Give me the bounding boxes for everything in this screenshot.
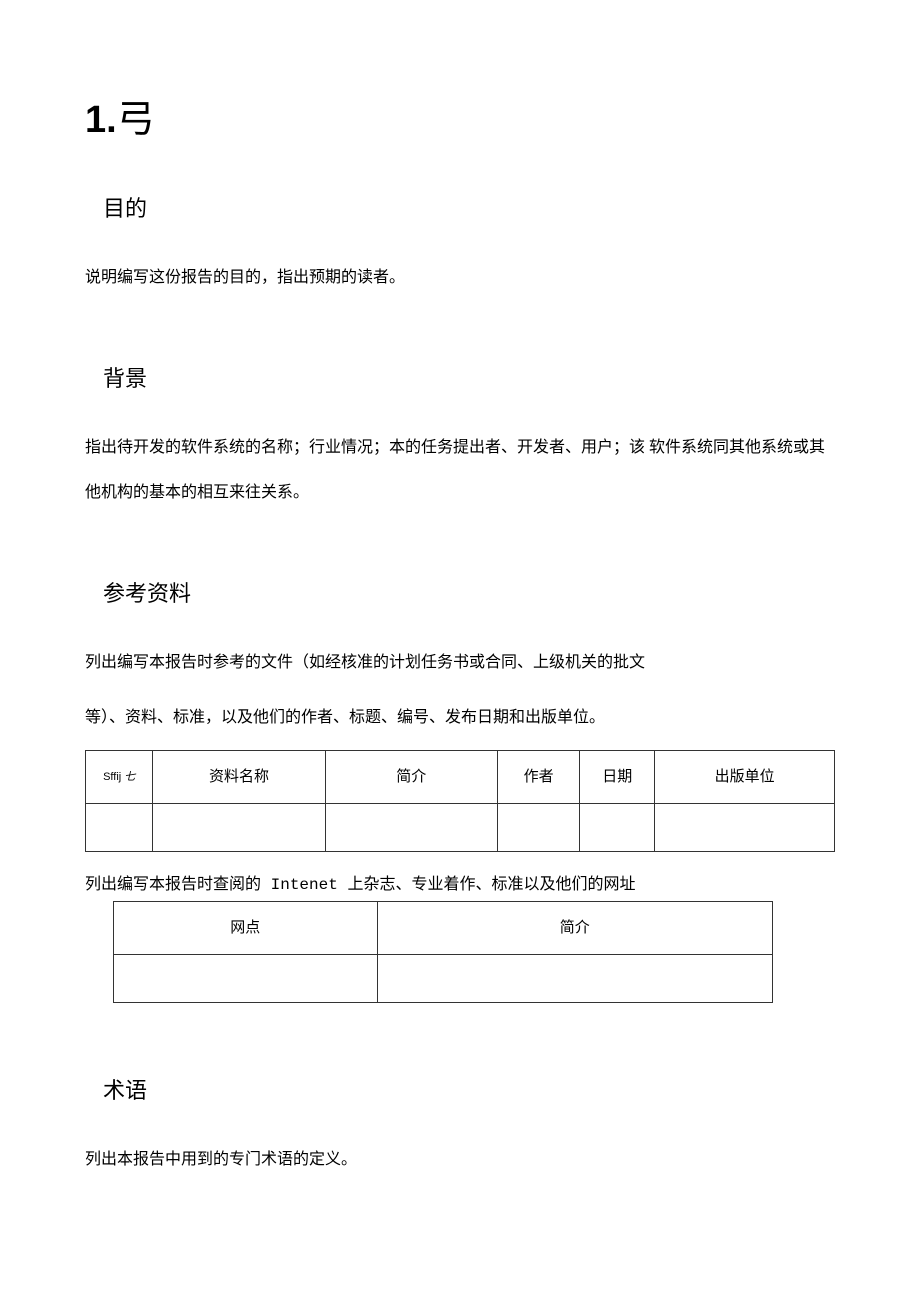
table-cell: [153, 804, 325, 852]
references-table-2: 网点 简介: [113, 901, 773, 1003]
references-body-1: 列出编写本报告时参考的文件（如经核准的计划任务书或合同、上级机关的批文: [85, 641, 835, 686]
table-header-intro: 简介: [377, 901, 772, 954]
table-row: 网点 简介: [114, 901, 773, 954]
table-header-date: 日期: [580, 751, 655, 804]
references-body-3: 列出编写本报告时查阅的 Intenet 上杂志、专业着作、标准以及他们的网址: [85, 872, 835, 899]
table-header-author: 作者: [497, 751, 579, 804]
references-body-2: 等）、资料、标准，以及他们的作者、标题、编号、发布日期和出版单位。: [85, 696, 835, 741]
subsection-references-title: 参考资料: [85, 576, 835, 611]
table-cell: [377, 954, 772, 1002]
background-body: 指出待开发的软件系统的名称；行业情况；本的任务提出者、开发者、用户；该 软件系统…: [85, 426, 835, 516]
subsection-terms-title: 术语: [85, 1073, 835, 1108]
table-cell: [325, 804, 497, 852]
heading-number: 1.: [85, 99, 117, 141]
references-table-1: Sffij 七 资料名称 简介 作者 日期 出版单位: [85, 750, 835, 852]
subsection-background-title: 背景: [85, 361, 835, 396]
table-row: [86, 804, 835, 852]
table-header-sffj: Sffij 七: [86, 751, 153, 804]
table-cell: [497, 804, 579, 852]
table-cell: [86, 804, 153, 852]
table-row: [114, 954, 773, 1002]
section-heading: 1.弓: [85, 90, 835, 151]
table-cell: [580, 804, 655, 852]
terms-body: 列出本报告中用到的专门术语的定义。: [85, 1138, 835, 1183]
subsection-purpose-title: 目的: [85, 191, 835, 226]
table-cell: [114, 954, 378, 1002]
purpose-body: 说明编写这份报告的目的，指出预期的读者。: [85, 256, 835, 301]
table-header-publisher: 出版单位: [655, 751, 835, 804]
table-cell: [655, 804, 835, 852]
heading-title: 弓: [117, 99, 155, 141]
table-header-intro: 简介: [325, 751, 497, 804]
table-header-name: 资料名称: [153, 751, 325, 804]
table-header-site: 网点: [114, 901, 378, 954]
table-row: Sffij 七 资料名称 简介 作者 日期 出版单位: [86, 751, 835, 804]
